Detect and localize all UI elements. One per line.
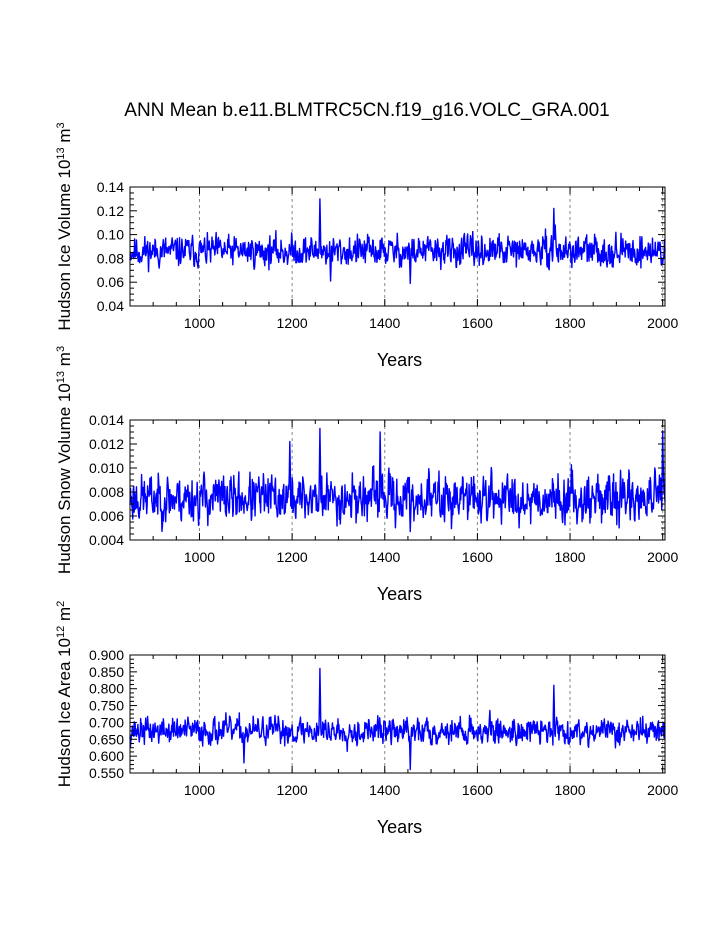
x-tick-label: 1400 bbox=[369, 782, 400, 798]
x-tick-label: 1600 bbox=[462, 782, 493, 798]
y-label-text: Hudson Ice Area 10 bbox=[55, 638, 74, 787]
x-tick-label: 1200 bbox=[277, 315, 308, 331]
chart-panel-2: 1000 1200 1400 1600 1800 2000 0.004 0.006 0.008 0… bbox=[55, 346, 678, 604]
x-tick-label: 1000 bbox=[184, 782, 215, 798]
y-label-exponent: 13 bbox=[55, 147, 67, 159]
y-axis-label: Hudson Ice Area 1012 m2 bbox=[55, 601, 74, 788]
y-label-unit: m bbox=[55, 607, 74, 626]
x-tick-label: 1600 bbox=[462, 549, 493, 565]
y-label-exponent: 13 bbox=[55, 371, 67, 383]
y-tick-label: 0.750 bbox=[89, 698, 124, 714]
y-label-exponent: 12 bbox=[55, 626, 67, 638]
y-tick-label: 0.014 bbox=[89, 412, 124, 428]
x-tick-label: 1200 bbox=[277, 782, 308, 798]
y-tick-label: 0.800 bbox=[89, 681, 124, 697]
y-tick-label: 0.10 bbox=[97, 227, 124, 243]
y-label-unit: m bbox=[55, 352, 74, 371]
figure-title: ANN Mean b.e11.BLMTRC5CN.f19_g16.VOLC_GR… bbox=[124, 100, 609, 121]
y-tick-label: 0.14 bbox=[97, 179, 124, 195]
y-tick-label: 0.04 bbox=[97, 298, 124, 314]
series-line bbox=[129, 198, 666, 285]
chart-panel-3: 1000 1200 1400 1600 1800 20000.5500.6000.6500… bbox=[55, 601, 678, 837]
y-label-unit-exponent: 3 bbox=[55, 346, 67, 352]
series-line bbox=[129, 667, 666, 771]
y-tick-label: 0.900 bbox=[89, 647, 124, 663]
y-tick-label: 0.010 bbox=[89, 460, 124, 476]
y-label-unit-exponent: 3 bbox=[55, 122, 67, 128]
y-tick-label: 0.008 bbox=[89, 484, 124, 500]
y-axis-label: Hudson Snow Volume 1013 m3 bbox=[55, 346, 74, 574]
y-label-text: Hudson Ice Volume 10 bbox=[55, 160, 74, 331]
chart-panel-1: 1000 1200 1400 1600 1800 2000 0.04 0.06 0.08 0.10… bbox=[55, 122, 678, 370]
y-tick-label: 0.004 bbox=[89, 532, 124, 548]
x-axis-label: Years bbox=[377, 584, 422, 604]
x-tick-label: 2000 bbox=[647, 782, 678, 798]
series-line bbox=[129, 427, 666, 533]
y-label-unit: m bbox=[55, 128, 74, 147]
x-tick-label: 1400 bbox=[369, 315, 400, 331]
y-tick-label: 0.550 bbox=[89, 765, 124, 781]
x-axis-label: Years bbox=[377, 817, 422, 837]
y-tick-label: 0.08 bbox=[97, 250, 124, 266]
y-tick-label: 0.700 bbox=[89, 714, 124, 730]
y-label-text: Hudson Snow Volume 10 bbox=[55, 383, 74, 574]
y-tick-label: 0.006 bbox=[89, 508, 124, 524]
x-tick-label: 1600 bbox=[462, 315, 493, 331]
y-tick-label: 0.600 bbox=[89, 748, 124, 764]
y-tick-label: 0.12 bbox=[97, 203, 124, 219]
x-tick-label: 2000 bbox=[647, 315, 678, 331]
plot-frame bbox=[129, 654, 666, 774]
panels: 1000 1200 1400 1600 1800 2000 0.04 0.06 0.08 0.10… bbox=[55, 122, 678, 837]
x-tick-label: 1200 bbox=[277, 549, 308, 565]
x-tick-label: 1000 bbox=[184, 549, 215, 565]
y-tick-label: 0.012 bbox=[89, 436, 124, 452]
x-tick-label: 1400 bbox=[369, 549, 400, 565]
x-axis-label: Years bbox=[377, 350, 422, 370]
y-tick-label: 0.06 bbox=[97, 274, 124, 290]
y-axis-label: Hudson Ice Volume 1013 m3 bbox=[55, 122, 74, 330]
x-tick-label: 1800 bbox=[554, 782, 585, 798]
y-tick-label: 0.850 bbox=[89, 664, 124, 680]
y-label-unit-exponent: 2 bbox=[55, 601, 67, 607]
x-tick-label: 1800 bbox=[554, 549, 585, 565]
x-tick-label: 1800 bbox=[554, 315, 585, 331]
y-tick-label: 0.650 bbox=[89, 731, 124, 747]
x-tick-label: 1000 bbox=[184, 315, 215, 331]
x-tick-label: 2000 bbox=[647, 549, 678, 565]
